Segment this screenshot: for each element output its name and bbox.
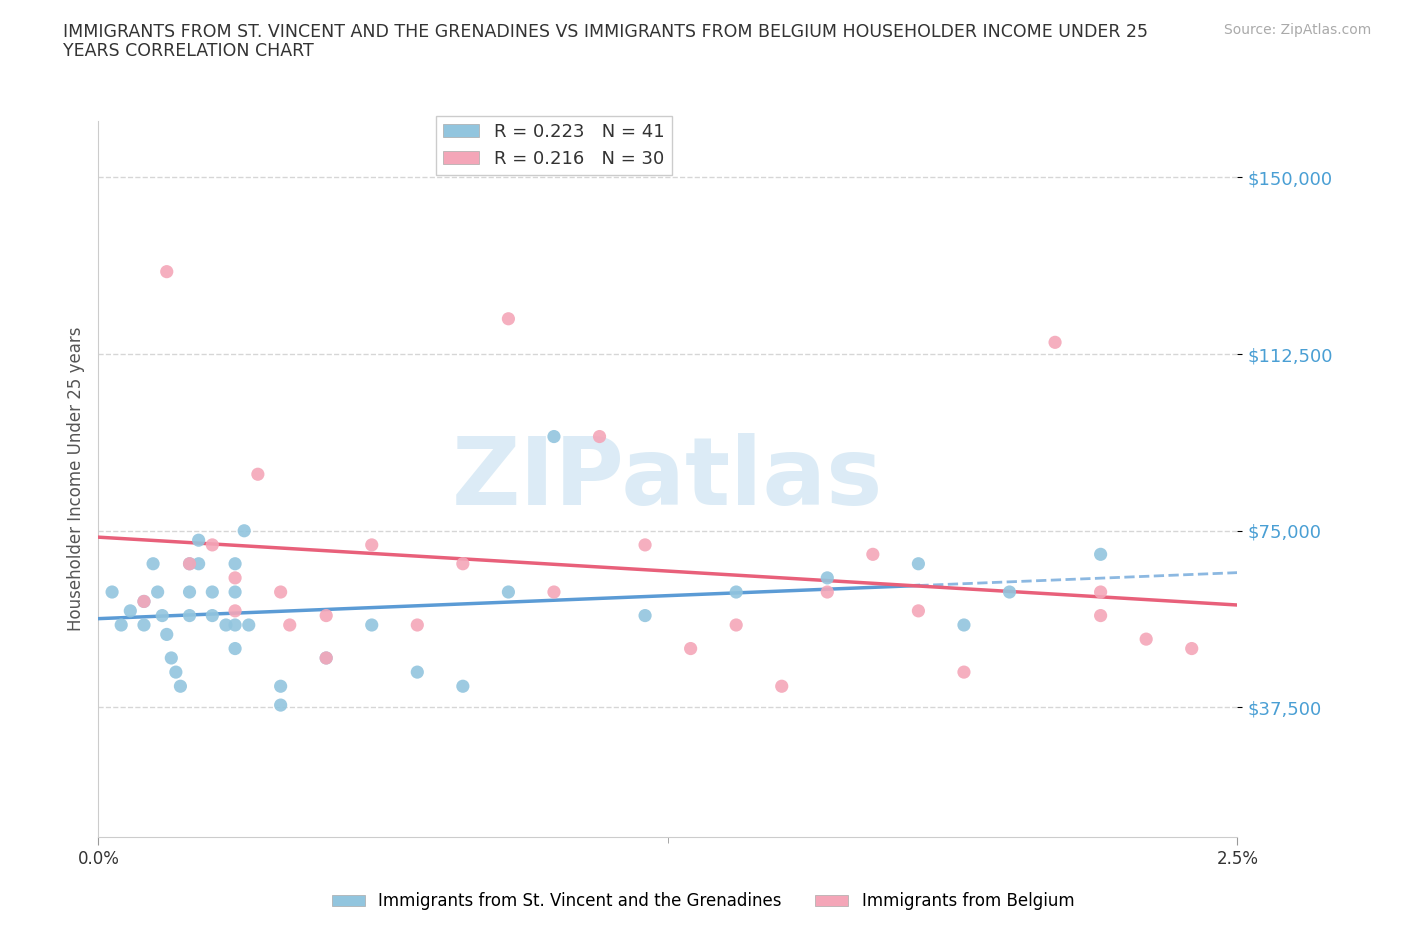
Point xyxy=(101,585,124,600)
Point xyxy=(224,570,246,585)
Point xyxy=(1043,335,1066,350)
Point xyxy=(815,585,838,600)
Point xyxy=(634,538,657,552)
Point xyxy=(588,429,610,444)
Point xyxy=(132,594,155,609)
Point xyxy=(110,618,132,632)
Point xyxy=(1090,547,1112,562)
Point xyxy=(132,618,155,632)
Point xyxy=(679,641,702,656)
Text: IMMIGRANTS FROM ST. VINCENT AND THE GRENADINES VS IMMIGRANTS FROM BELGIUM HOUSEH: IMMIGRANTS FROM ST. VINCENT AND THE GREN… xyxy=(63,23,1149,41)
Point xyxy=(233,524,256,538)
Point xyxy=(150,608,173,623)
Point xyxy=(142,556,165,571)
Point xyxy=(201,608,224,623)
Point xyxy=(543,585,565,600)
Point xyxy=(224,641,246,656)
Point xyxy=(315,608,337,623)
Point xyxy=(862,547,884,562)
Point xyxy=(179,608,201,623)
Point xyxy=(132,594,155,609)
Point xyxy=(187,556,209,571)
Point xyxy=(246,467,269,482)
Point xyxy=(156,264,179,279)
Point xyxy=(543,429,565,444)
Point xyxy=(770,679,793,694)
Point xyxy=(278,618,301,632)
Point xyxy=(187,533,209,548)
Point xyxy=(451,556,474,571)
Point xyxy=(270,698,292,712)
Point xyxy=(815,570,838,585)
Text: Source: ZipAtlas.com: Source: ZipAtlas.com xyxy=(1223,23,1371,37)
Point xyxy=(725,618,748,632)
Point xyxy=(160,651,183,666)
Point xyxy=(156,627,179,642)
Point xyxy=(725,585,748,600)
Point xyxy=(169,679,191,694)
Point xyxy=(953,665,976,680)
Point xyxy=(1135,631,1157,646)
Point xyxy=(907,604,929,618)
Point xyxy=(406,618,429,632)
Legend: Immigrants from St. Vincent and the Grenadines, Immigrants from Belgium: Immigrants from St. Vincent and the Gren… xyxy=(325,885,1081,917)
Point xyxy=(1090,585,1112,600)
Point xyxy=(998,585,1021,600)
Point xyxy=(146,585,169,600)
Point xyxy=(270,585,292,600)
Point xyxy=(1181,641,1204,656)
Point xyxy=(179,585,201,600)
Point xyxy=(1090,608,1112,623)
Point xyxy=(238,618,260,632)
Point xyxy=(179,556,201,571)
Point xyxy=(224,618,246,632)
Text: ZIPatlas: ZIPatlas xyxy=(453,433,883,525)
Point xyxy=(224,556,246,571)
Point xyxy=(406,665,429,680)
Point xyxy=(215,618,238,632)
Point xyxy=(179,556,201,571)
Point xyxy=(165,665,187,680)
Point xyxy=(224,604,246,618)
Point xyxy=(498,585,520,600)
Point xyxy=(907,556,929,571)
Point xyxy=(270,679,292,694)
Point xyxy=(953,618,976,632)
Point xyxy=(201,585,224,600)
Point xyxy=(360,618,382,632)
Point xyxy=(315,651,337,666)
Point xyxy=(634,608,657,623)
Point xyxy=(498,312,520,326)
Point xyxy=(360,538,382,552)
Point xyxy=(315,651,337,666)
Text: YEARS CORRELATION CHART: YEARS CORRELATION CHART xyxy=(63,42,314,60)
Y-axis label: Householder Income Under 25 years: Householder Income Under 25 years xyxy=(66,326,84,631)
Point xyxy=(451,679,474,694)
Point xyxy=(224,585,246,600)
Legend: R = 0.223   N = 41, R = 0.216   N = 30: R = 0.223 N = 41, R = 0.216 N = 30 xyxy=(436,115,672,175)
Point xyxy=(201,538,224,552)
Point xyxy=(120,604,142,618)
